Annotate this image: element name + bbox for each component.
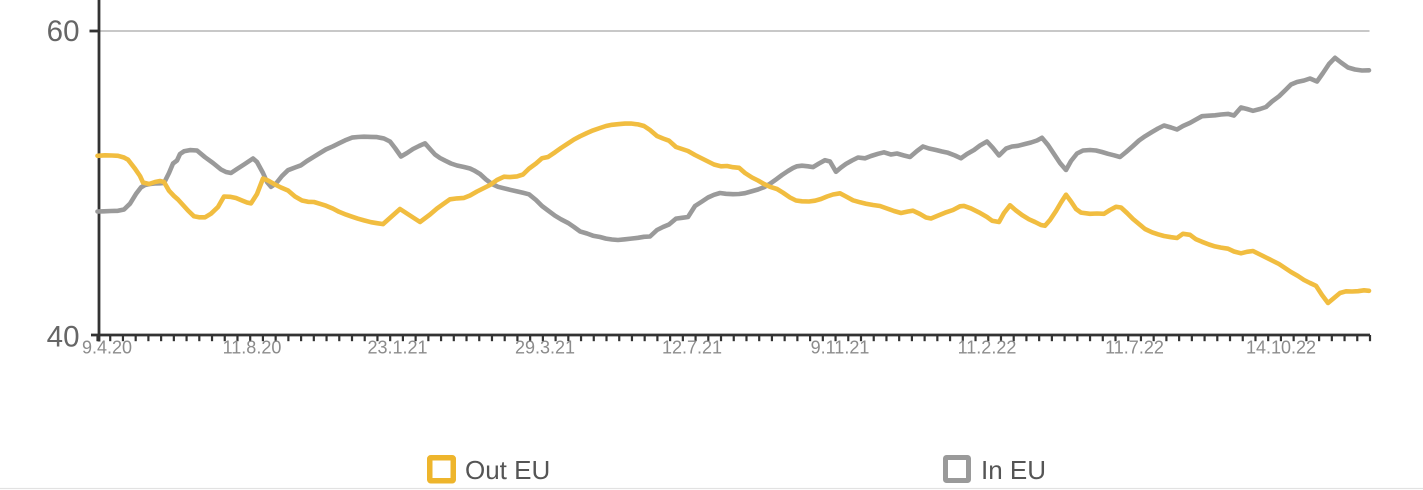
svg-text:60: 60 — [47, 15, 80, 48]
svg-text:14.10.22: 14.10.22 — [1246, 338, 1316, 358]
svg-text:Out EU: Out EU — [465, 455, 550, 485]
svg-text:23.1.21: 23.1.21 — [367, 338, 427, 358]
svg-text:9.4.20: 9.4.20 — [82, 338, 132, 358]
svg-text:11.2.22: 11.2.22 — [958, 338, 1017, 358]
svg-text:40: 40 — [47, 320, 80, 353]
svg-text:11.8.20: 11.8.20 — [223, 338, 282, 358]
svg-text:In EU: In EU — [981, 455, 1046, 485]
svg-text:29.3.21: 29.3.21 — [515, 338, 575, 358]
svg-text:9.11.21: 9.11.21 — [811, 338, 870, 358]
svg-text:11.7.22: 11.7.22 — [1105, 338, 1164, 358]
svg-text:12.7.21: 12.7.21 — [662, 338, 722, 358]
